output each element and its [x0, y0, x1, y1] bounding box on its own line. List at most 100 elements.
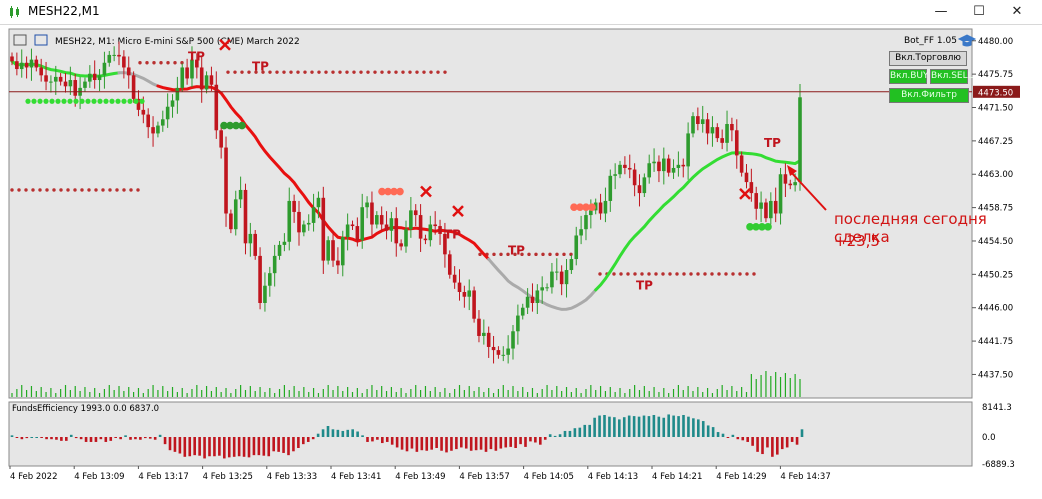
target-dot [324, 70, 328, 74]
candle-body [598, 202, 603, 214]
oscillator-bar [287, 437, 290, 456]
chart-area[interactable]: MESH22, M1: Micro E-mini S&P 500 (CME) M… [0, 25, 1042, 495]
toggle-buy-button[interactable]: Вкл.BUY [889, 69, 928, 84]
candle [764, 198, 768, 397]
candle [715, 123, 720, 397]
oscillator-bar [218, 437, 221, 456]
candle-body [423, 238, 428, 241]
candle [681, 158, 686, 397]
candle-body [68, 80, 73, 87]
candle-body [447, 254, 452, 275]
chart-svg[interactable]: MESH22, M1: Micro E-mini S&P 500 (CME) M… [0, 25, 1042, 495]
minimize-button[interactable]: — [934, 4, 948, 19]
candle-body [404, 229, 408, 247]
volume-bar [40, 387, 42, 397]
target-dot [366, 70, 370, 74]
oscillator-bar [514, 437, 517, 448]
candle [53, 65, 58, 397]
candle-body [754, 193, 759, 209]
candle [632, 163, 637, 397]
volume-bar [191, 389, 193, 397]
toggle-sell-button[interactable]: Вкл.SELL [930, 69, 973, 84]
support-dot [97, 98, 103, 104]
oscillator-y-tick: 0.0 [982, 433, 996, 443]
y-tick-label: 4480.00 [978, 37, 1013, 47]
candle-body [603, 200, 608, 214]
candle-body [102, 62, 107, 76]
target-dot [122, 188, 126, 192]
oscillator-bar [632, 416, 636, 437]
target-dot [548, 252, 552, 257]
candle [272, 244, 277, 397]
support-dot [55, 98, 61, 104]
oscillator-bar [390, 437, 394, 445]
candle-body [365, 202, 369, 208]
target-dot [731, 272, 735, 276]
candle [204, 71, 209, 397]
toggle-trade-button[interactable]: Вкл.Торговлю [889, 51, 967, 66]
target-dot [254, 70, 258, 74]
candle-body [545, 287, 549, 289]
oscillator-bar [780, 437, 784, 450]
oscillator-bar [573, 428, 577, 437]
candle [788, 179, 793, 397]
oscillator-bar [553, 435, 557, 437]
oscillator-bar [183, 437, 187, 457]
moving-average-segment [594, 151, 802, 292]
volume-bar [64, 385, 67, 397]
candle-body [413, 210, 418, 216]
volume-bar [483, 392, 485, 397]
candle-body [331, 240, 335, 261]
x-tick-label: 4 Feb 13:25 [203, 472, 253, 482]
candle-body [97, 75, 102, 81]
oscillator-bar [474, 437, 478, 451]
candle [384, 211, 389, 397]
volume-bar [512, 386, 514, 397]
candle [506, 335, 510, 397]
header-icons [13, 34, 48, 46]
candle-body [788, 183, 793, 186]
oscillator-bar [74, 437, 78, 439]
oscillator-bar [519, 437, 522, 445]
volume-bar [50, 388, 52, 397]
oscillator-bar [173, 437, 177, 452]
support-dot [103, 98, 109, 104]
candle-body [627, 167, 632, 170]
target-dot [173, 61, 177, 65]
oscillator-bar [356, 431, 359, 437]
candle-body [759, 202, 763, 209]
current-price-tag [973, 85, 1020, 98]
close-button[interactable]: ✕ [1011, 4, 1023, 19]
candle [370, 191, 374, 397]
volume-bar [634, 385, 636, 397]
candle-body [700, 119, 705, 124]
target-dot [310, 70, 314, 74]
volume-bar [677, 385, 679, 397]
volume-bar [288, 390, 290, 397]
candle [107, 50, 112, 397]
candle-body [282, 241, 287, 245]
volume-bar [74, 386, 76, 397]
oscillator-bar [163, 437, 167, 445]
target-dots-right [598, 272, 756, 276]
toggle-filter-button[interactable]: Вкл.Фильтр [889, 88, 969, 103]
annotation-line2: +23,5 [834, 232, 880, 250]
target-dot [478, 252, 482, 257]
moving-average-segment [117, 71, 160, 88]
oscillator-bar [593, 417, 596, 437]
candle-body [49, 81, 53, 83]
target-dot [373, 70, 377, 74]
candle [263, 272, 267, 397]
oscillator-bar [124, 435, 127, 437]
volume-bar [716, 389, 718, 397]
volume-bar [215, 387, 217, 397]
maximize-button[interactable]: ☐ [973, 4, 985, 19]
oscillator-bar [731, 434, 735, 437]
bot-label: Bot_FF 1.05 [904, 36, 957, 46]
candle [136, 90, 141, 397]
oscillator-bar [361, 435, 364, 437]
target-dot [598, 272, 602, 276]
volume-bar [702, 392, 704, 397]
volume-bar [789, 378, 791, 397]
volume-bar [561, 391, 563, 397]
